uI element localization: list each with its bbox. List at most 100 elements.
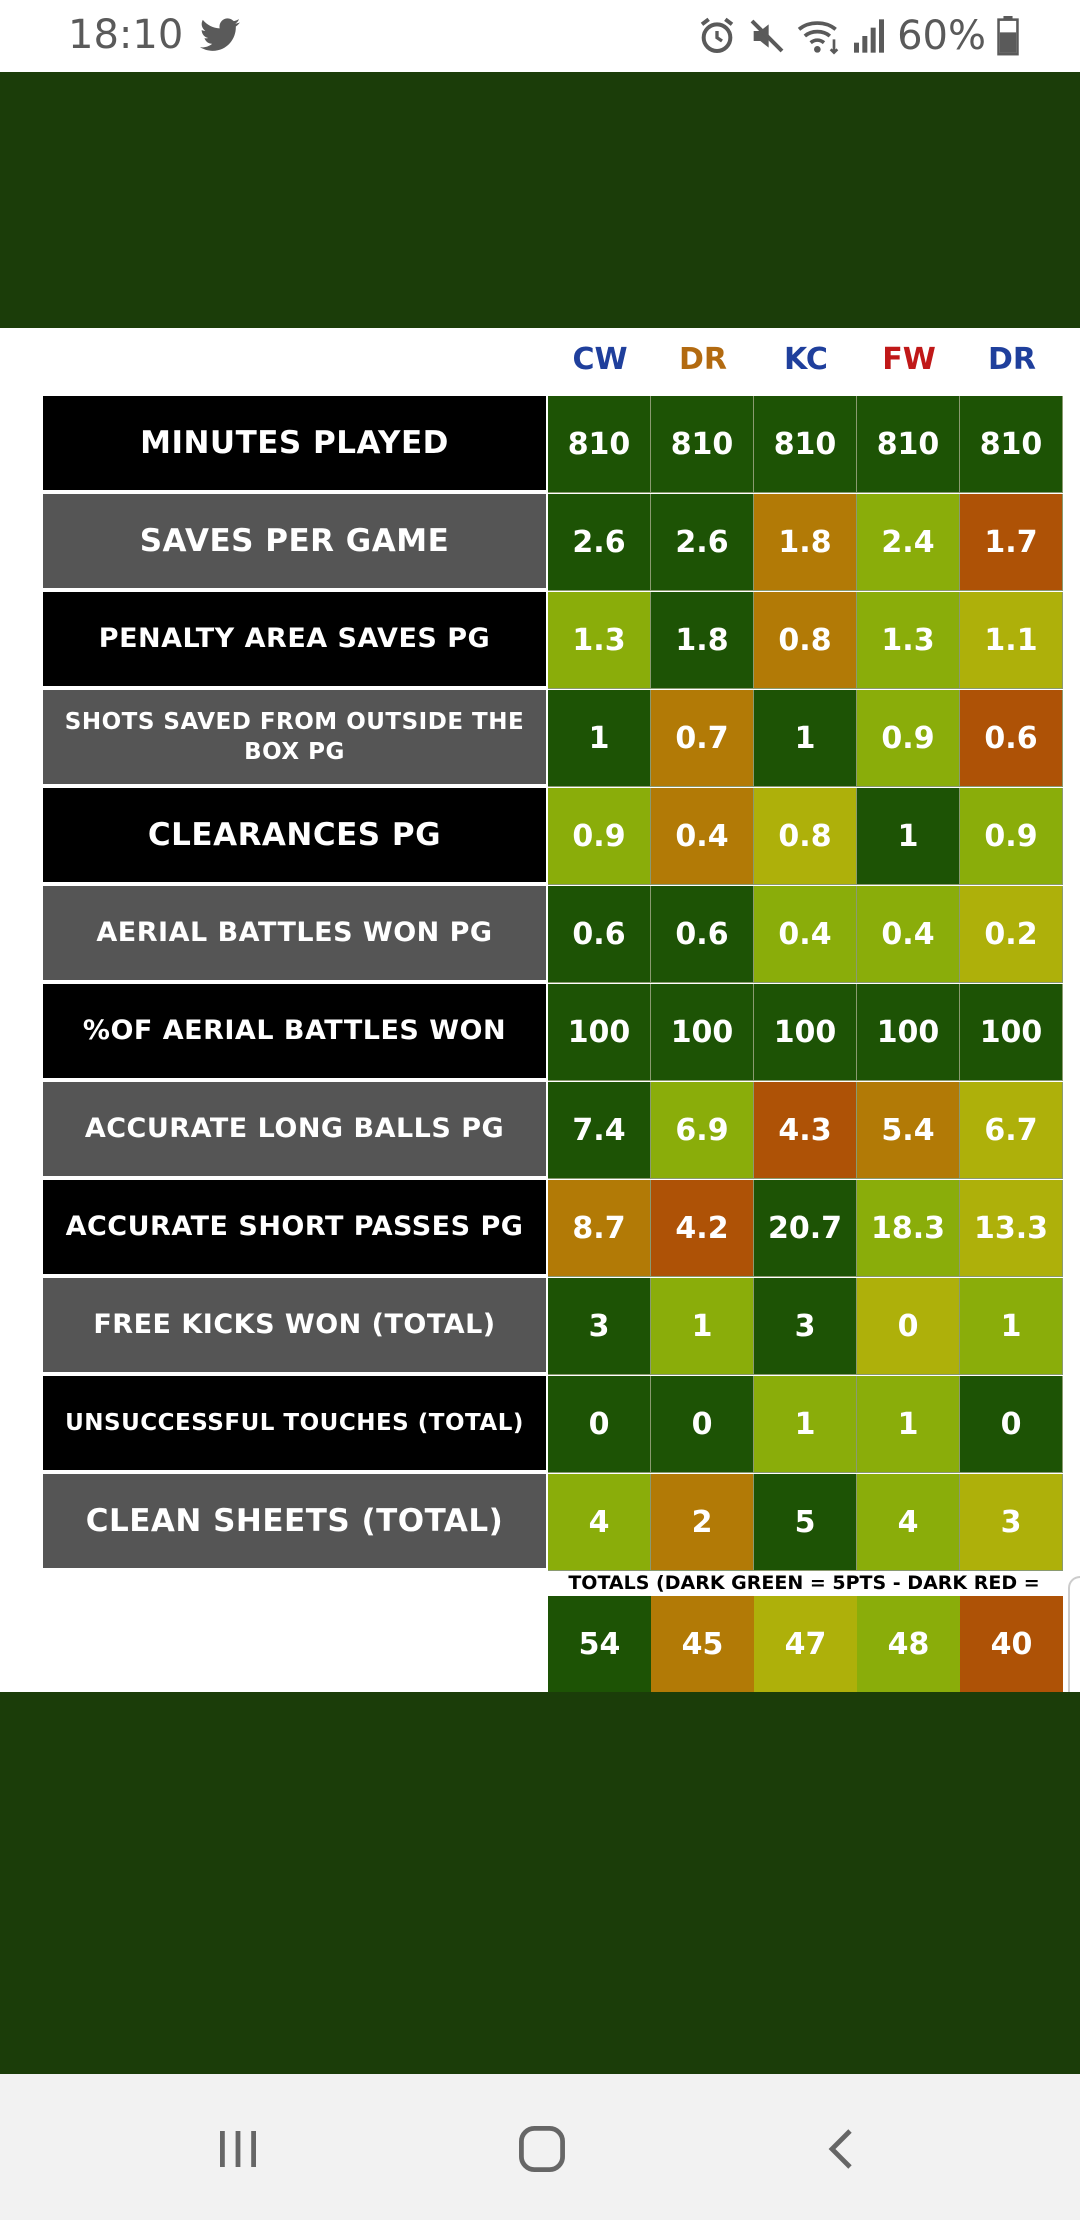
row-label: CLEARANCES PG xyxy=(43,788,546,884)
stat-cell: 0.4 xyxy=(651,788,754,885)
stat-cell: 0.9 xyxy=(548,788,651,885)
stat-cell: 3 xyxy=(960,1474,1063,1571)
total-cell: 54 xyxy=(548,1596,651,1692)
row-label: SAVES PER GAME xyxy=(43,494,546,590)
stat-cell: 1 xyxy=(651,1278,754,1375)
stat-cell: 1.8 xyxy=(754,494,857,591)
stat-cell: 4 xyxy=(548,1474,651,1571)
stat-cell: 1 xyxy=(857,1376,960,1473)
stat-cell: 5 xyxy=(754,1474,857,1571)
stat-cell: 4.2 xyxy=(651,1180,754,1277)
top-green-band xyxy=(0,72,1080,328)
row-label: FREE KICKS WON (TOTAL) xyxy=(43,1278,546,1374)
status-icons: 60% xyxy=(697,10,1020,62)
recent-apps-button[interactable] xyxy=(198,2114,278,2184)
stat-cell: 810 xyxy=(651,396,754,493)
stat-cell: 0 xyxy=(548,1376,651,1473)
stat-cell: 0 xyxy=(651,1376,754,1473)
stat-cell: 1.1 xyxy=(960,592,1063,689)
stat-cell: 4 xyxy=(857,1474,960,1571)
stat-cell: 1.3 xyxy=(857,592,960,689)
stat-cell: 2.6 xyxy=(651,494,754,591)
twitter-icon xyxy=(200,18,240,51)
stat-cell: 0.4 xyxy=(754,886,857,983)
stat-cell: 7.4 xyxy=(548,1082,651,1179)
stat-cell: 1.7 xyxy=(960,494,1063,591)
stat-cell: 1.3 xyxy=(548,592,651,689)
home-icon xyxy=(519,2126,565,2172)
stat-cell: 1 xyxy=(960,1278,1063,1375)
stat-cell: 100 xyxy=(548,984,651,1081)
stat-cell: 2 xyxy=(651,1474,754,1571)
stat-cell: 810 xyxy=(548,396,651,493)
stat-cell: 810 xyxy=(960,396,1063,493)
row-label: AERIAL BATTLES WON PG xyxy=(43,886,546,982)
stat-cell: 0.9 xyxy=(960,788,1063,885)
column-header: DR xyxy=(678,342,727,377)
stat-cell: 6.9 xyxy=(651,1082,754,1179)
alarm-icon xyxy=(700,17,734,54)
bottom-green-band xyxy=(0,1692,1080,2074)
row-label: UNSUCCESSFUL TOUCHES (TOTAL) xyxy=(43,1376,546,1472)
status-bar: 18:10 60% xyxy=(0,0,1080,72)
stat-cell: 100 xyxy=(857,984,960,1081)
stat-cell: 0.9 xyxy=(857,690,960,787)
stat-cell: 0 xyxy=(857,1278,960,1375)
stat-cell: 2.4 xyxy=(857,494,960,591)
stat-cell: 0.6 xyxy=(651,886,754,983)
row-label: PENALTY AREA SAVES PG xyxy=(43,592,546,688)
total-cell: 47 xyxy=(754,1596,857,1692)
status-time: 18:10 xyxy=(68,12,184,58)
stat-cell: 810 xyxy=(857,396,960,493)
stat-cell: 5.4 xyxy=(857,1082,960,1179)
column-header: KC xyxy=(784,342,828,377)
navigation-bar xyxy=(0,2074,1080,2220)
stat-cell: 2.6 xyxy=(548,494,651,591)
row-label: MINUTES PLAYED xyxy=(43,396,546,492)
row-label: CLEAN SHEETS (TOTAL) xyxy=(43,1474,546,1570)
stat-cell: 8.7 xyxy=(548,1180,651,1277)
stat-cell: 18.3 xyxy=(857,1180,960,1277)
row-label: ACCURATE SHORT PASSES PG xyxy=(43,1180,546,1276)
stat-cell: 0.4 xyxy=(857,886,960,983)
stat-cell: 0.6 xyxy=(548,886,651,983)
stat-cell: 0.2 xyxy=(960,886,1063,983)
row-label: ACCURATE LONG BALLS PG xyxy=(43,1082,546,1178)
row-label: %OF AERIAL BATTLES WON xyxy=(43,984,546,1080)
column-header: CW xyxy=(572,342,628,377)
home-button[interactable] xyxy=(502,2114,582,2184)
stat-cell: 4.3 xyxy=(754,1082,857,1179)
stat-cell: 3 xyxy=(548,1278,651,1375)
total-cell: 45 xyxy=(651,1596,754,1692)
back-button[interactable] xyxy=(802,2114,882,2184)
stat-cell: 20.7 xyxy=(754,1180,857,1277)
stat-cell: 100 xyxy=(651,984,754,1081)
column-header: FW xyxy=(882,342,936,377)
stat-cell: 1 xyxy=(548,690,651,787)
stat-cell: 0.8 xyxy=(754,592,857,689)
battery-percent: 60% xyxy=(897,13,986,59)
stat-cell: 1.8 xyxy=(651,592,754,689)
mute-icon xyxy=(750,19,784,53)
stat-cell: 0 xyxy=(960,1376,1063,1473)
stat-cell: 1 xyxy=(754,690,857,787)
stats-image: CW DR KC FW DR MINUTES PLAYED 810 810 810 810 810… xyxy=(0,328,1080,1976)
recent-apps-icon xyxy=(220,2131,256,2167)
total-cell: 40 xyxy=(960,1596,1063,1692)
stat-cell: 1 xyxy=(857,788,960,885)
row-label: SHOTS SAVED FROM OUTSIDE THE BOX PG xyxy=(43,690,546,786)
column-header: DR xyxy=(987,342,1036,377)
wifi-icon xyxy=(797,21,839,55)
stat-cell: 100 xyxy=(754,984,857,1081)
total-cell: 48 xyxy=(857,1596,960,1692)
stat-cell: 100 xyxy=(960,984,1063,1081)
stat-cell: 6.7 xyxy=(960,1082,1063,1179)
stat-cell: 3 xyxy=(754,1278,857,1375)
back-icon xyxy=(828,2129,852,2169)
stat-cell: 0.6 xyxy=(960,690,1063,787)
stat-cell: 13.3 xyxy=(960,1180,1063,1277)
stat-cell: 1 xyxy=(754,1376,857,1473)
signal-icon xyxy=(854,19,885,53)
stat-cell: 0.8 xyxy=(754,788,857,885)
stat-cell: 0.7 xyxy=(651,690,754,787)
